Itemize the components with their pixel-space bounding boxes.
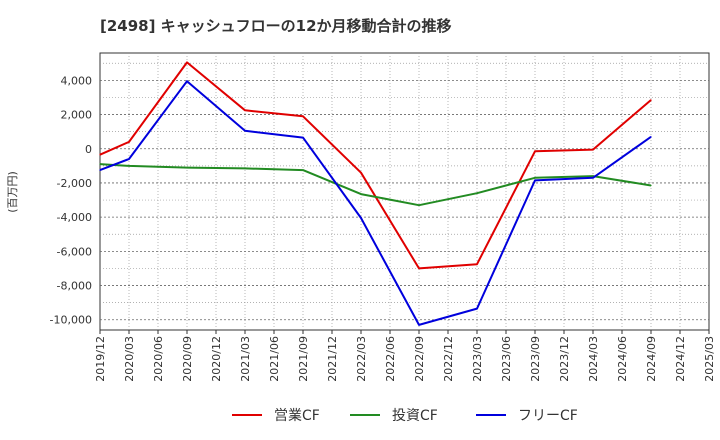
x-tick-labels: 2019/12 2020/03 2020/06 2020/09 2020/12 2021/…: [94, 330, 716, 382]
x-tick-label: 2021/09: [297, 336, 310, 382]
y-tick-label: 0: [85, 143, 92, 156]
data-point: [418, 204, 420, 206]
x-tick-label: 2024/06: [616, 336, 629, 382]
x-tick-label: 2020/03: [123, 336, 136, 382]
data-point: [360, 217, 362, 219]
chart-title: [2498] キャッシュフローの12か月移動合計の推移: [100, 17, 452, 35]
legend: 営業CF 投資CF フリーCF: [232, 408, 578, 424]
y-tick-label: -8,000: [57, 280, 92, 293]
data-point: [244, 109, 246, 111]
y-tick-label: 4,000: [61, 74, 93, 87]
data-point: [128, 141, 130, 143]
x-tick-label: 2021/03: [239, 336, 252, 382]
data-point: [244, 130, 246, 132]
data-point: [418, 267, 420, 269]
data-point: [534, 179, 536, 181]
data-point: [186, 167, 188, 169]
x-tick-label: 2023/12: [558, 336, 571, 382]
x-tick-label: 2020/06: [152, 336, 165, 382]
data-point: [592, 177, 594, 179]
y-tick-label: -6,000: [57, 245, 92, 258]
data-point: [302, 169, 304, 171]
grid-lines: [100, 53, 709, 330]
data-point: [534, 150, 536, 152]
data-point: [99, 154, 101, 156]
data-point: [360, 193, 362, 195]
data-point: [128, 158, 130, 160]
data-point: [99, 163, 101, 165]
data-point: [534, 177, 536, 179]
x-tick-label: 2019/12: [94, 336, 107, 382]
y-axis-label: (百万円): [6, 171, 19, 213]
y-tick-label: -10,000: [50, 314, 92, 327]
data-point: [244, 167, 246, 169]
data-point: [650, 136, 652, 138]
legend-label: 投資CF: [392, 408, 438, 424]
x-tick-label: 2021/12: [326, 336, 339, 382]
data-point: [418, 324, 420, 326]
x-tick-label: 2023/06: [500, 336, 513, 382]
data-point: [592, 149, 594, 151]
legend-label: フリーCF: [518, 408, 578, 424]
data-point: [186, 80, 188, 82]
data-point: [360, 172, 362, 174]
x-tick-label: 2020/12: [210, 336, 223, 382]
data-point: [128, 165, 130, 167]
x-tick-label: 2024/03: [587, 336, 600, 382]
x-tick-label: 2022/06: [384, 336, 397, 382]
data-point: [99, 169, 101, 171]
series-lines: [99, 61, 652, 326]
x-tick-label: 2022/03: [355, 336, 368, 382]
data-point: [476, 263, 478, 265]
data-point: [476, 308, 478, 310]
data-point: [476, 192, 478, 194]
y-tick-labels: 4,000 2,000 0 -2,000 -4,000 -6,000 -8,000 -10,0…: [50, 74, 92, 326]
y-tick-label: -4,000: [57, 211, 92, 224]
plot-area: [99, 52, 710, 331]
x-tick-label: 2025/03: [703, 336, 716, 382]
data-point: [186, 61, 188, 64]
y-tick-label: -2,000: [57, 177, 92, 190]
data-point: [302, 115, 304, 117]
data-point: [650, 184, 652, 187]
x-tick-label: 2023/03: [471, 336, 484, 382]
y-tick-label: 2,000: [61, 109, 93, 122]
x-tick-label: 2024/09: [645, 336, 658, 382]
x-tick-label: 2022/12: [442, 336, 455, 382]
x-tick-label: 2020/09: [181, 336, 194, 382]
data-point: [650, 99, 652, 101]
x-tick-label: 2022/09: [413, 336, 426, 382]
data-point: [302, 137, 304, 139]
x-tick-label: 2024/12: [674, 336, 687, 382]
x-tick-label: 2021/06: [268, 336, 281, 382]
legend-label: 営業CF: [274, 408, 320, 424]
x-tick-label: 2023/09: [529, 336, 542, 382]
